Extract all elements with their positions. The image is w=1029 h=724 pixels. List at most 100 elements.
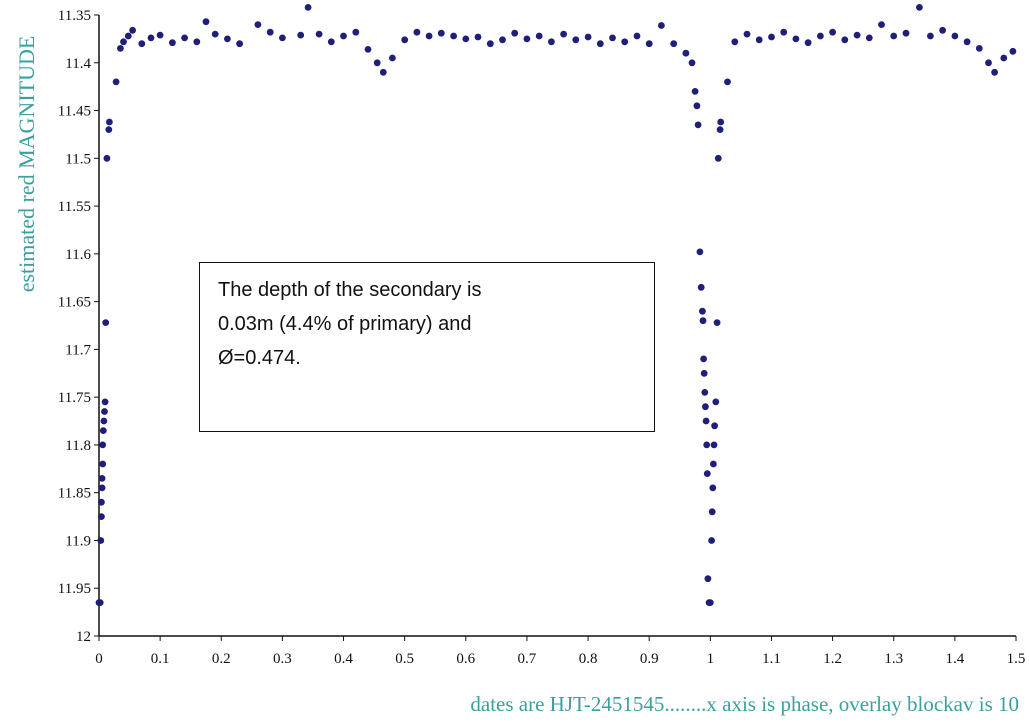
y-tick-label: 11.75: [58, 390, 91, 406]
data-point: [708, 508, 716, 516]
data-point: [211, 30, 219, 38]
x-tick-label: 0.2: [212, 651, 231, 667]
data-point: [100, 417, 108, 425]
data-point: [169, 39, 176, 47]
x-tick-label: 0.5: [395, 651, 414, 667]
data-point: [450, 32, 457, 40]
y-tick-label: 11.85: [58, 486, 91, 502]
data-point: [963, 38, 971, 46]
data-point: [710, 441, 718, 449]
data-point: [731, 38, 739, 46]
data-point: [548, 38, 555, 46]
data-point: [138, 40, 146, 48]
data-point: [714, 154, 722, 162]
data-point: [682, 49, 690, 57]
x-tick-label: 0.1: [151, 651, 170, 667]
data-point: [106, 118, 113, 126]
data-point: [609, 34, 616, 42]
x-tick-label: 0.9: [640, 651, 659, 667]
data-point: [701, 389, 709, 396]
data-point: [352, 28, 360, 36]
data-point: [693, 102, 701, 110]
x-tick-label: 0.6: [456, 651, 475, 667]
x-tick-label: 1.3: [884, 651, 903, 667]
data-point: [890, 32, 898, 40]
data-point: [327, 38, 335, 46]
y-tick-label: 11.95: [58, 581, 91, 597]
data-point: [98, 484, 106, 492]
x-tick-label: 1.5: [1007, 651, 1026, 667]
data-point: [703, 470, 711, 477]
data-point: [709, 484, 717, 492]
data-point: [829, 28, 836, 36]
data-point: [279, 34, 286, 42]
data-point: [706, 599, 714, 606]
data-point: [236, 40, 244, 48]
data-point: [688, 59, 696, 67]
data-point: [413, 28, 421, 36]
data-point: [105, 126, 113, 133]
data-point: [193, 38, 201, 46]
data-point: [817, 32, 824, 40]
data-point: [991, 68, 998, 76]
y-tick-label: 12: [76, 629, 91, 645]
x-tick-label: 1.4: [945, 651, 964, 667]
data-point: [712, 398, 720, 406]
data-point: [437, 29, 445, 37]
y-tick-label: 11.9: [65, 533, 91, 549]
data-point: [99, 441, 107, 449]
data-point: [315, 30, 323, 38]
data-point: [486, 40, 494, 48]
data-point: [117, 45, 124, 52]
data-point: [112, 78, 120, 86]
data-point: [535, 32, 543, 40]
data-point: [724, 78, 731, 86]
data-point: [717, 118, 725, 126]
data-point: [379, 68, 387, 76]
data-point: [916, 4, 923, 11]
data-point: [101, 408, 108, 415]
data-point: [156, 31, 164, 39]
data-point: [389, 54, 396, 62]
y-tick-label: 11.65: [58, 295, 91, 311]
annotation-line-3: Ø=0.474.: [218, 347, 301, 369]
data-point: [99, 460, 107, 468]
data-point: [702, 417, 710, 425]
data-point: [645, 40, 653, 48]
data-point: [102, 319, 110, 326]
data-point: [340, 32, 347, 40]
x-ticks: 0 0.1 0.2 0.3 0.4 0.5 0.6 0.7 0.8 0.9 1 1.1 1.2 1.3 1.…: [95, 636, 1025, 667]
data-point: [878, 21, 885, 28]
x-tick-label: 0.8: [579, 651, 598, 667]
data-point: [124, 32, 132, 40]
data-point: [670, 40, 678, 48]
data-point: [853, 31, 861, 39]
annotation-line-1: The depth of the secondary is: [218, 279, 482, 301]
y-tick-label: 11.6: [65, 247, 91, 263]
axes: [98, 15, 1016, 637]
y-tick-label: 11.4: [65, 56, 91, 72]
data-point: [96, 599, 104, 606]
data-point: [474, 33, 482, 41]
data-point: [691, 88, 699, 95]
x-tick-label: 1: [707, 651, 715, 667]
data-point: [304, 4, 312, 11]
data-point: [633, 32, 641, 40]
data-point: [743, 30, 751, 38]
data-point: [364, 46, 372, 53]
y-tick-label: 11.7: [65, 342, 91, 358]
data-point: [699, 317, 707, 325]
data-point: [584, 33, 592, 41]
data-point: [702, 403, 709, 411]
data-point: [511, 29, 519, 37]
data-point: [865, 34, 873, 42]
data-point: [713, 319, 721, 326]
y-tick-label: 11.55: [58, 199, 91, 215]
data-point: [804, 39, 812, 47]
data-point: [694, 121, 702, 129]
data-point: [927, 32, 934, 40]
data-point: [711, 422, 718, 430]
data-point: [98, 513, 105, 520]
data-point: [696, 248, 704, 256]
